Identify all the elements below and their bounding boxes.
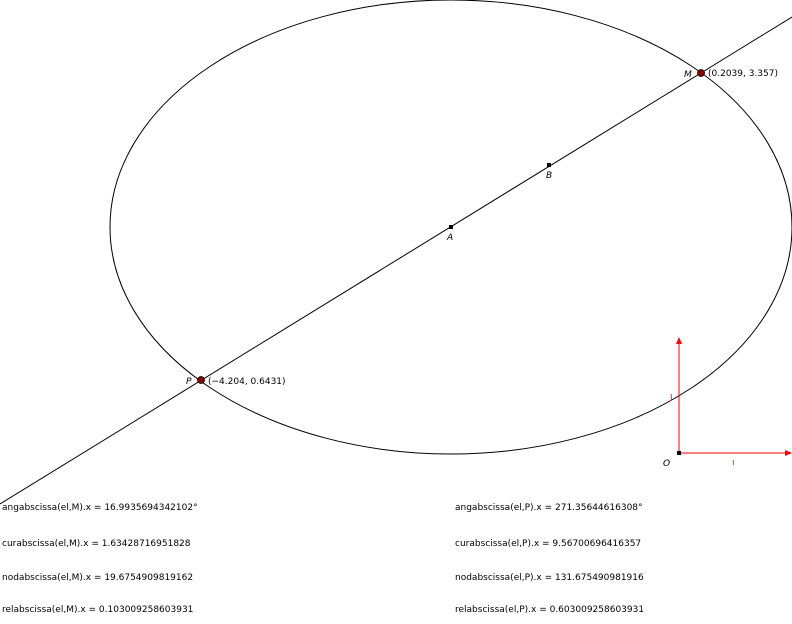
axis-j-arrowhead — [676, 337, 682, 344]
readout-relabscissa-m: relabscissa(el,M).x = 0.103009258603931 — [2, 605, 194, 615]
axis-i-arrowhead — [785, 450, 792, 456]
point-p-coordinates: (−4.204, 0.6431) — [208, 377, 286, 387]
point-p-label: P — [186, 377, 192, 387]
point-b-label: B — [546, 171, 552, 181]
point-m-coordinates: (0.2039, 3.357) — [708, 69, 778, 79]
origin-o-label: O — [663, 459, 670, 469]
point-m-label: M — [684, 70, 692, 80]
readout-curabscissa-m: curabscissa(el,M).x = 1.63428716951828 — [2, 539, 191, 549]
readout-nodabscissa-p: nodabscissa(el,P).x = 131.67549098191​6 — [455, 573, 644, 583]
readout-angabscissa-p: angabscissa(el,P).x = 271.35644616308° — [455, 503, 643, 513]
point-b-marker[interactable] — [547, 163, 551, 167]
readout-relabscissa-p: relabscissa(el,P).x = 0.603009258603931 — [455, 605, 645, 615]
axis-i-label: ı — [732, 458, 735, 468]
origin-o-marker[interactable] — [677, 451, 681, 455]
line-pm[interactable] — [0, 16, 792, 505]
point-p-marker[interactable] — [197, 376, 205, 384]
point-a-label: A — [446, 233, 453, 243]
readout-angabscissa-m: angabscissa(el,M).x = 16.9935694342102° — [2, 503, 198, 513]
readout-curabscissa-p: curabscissa(el,P).x = 9.56700696416357 — [455, 539, 642, 549]
readout-nodabscissa-m: nodabscissa(el,M).x = 19.6754909819162 — [2, 573, 194, 583]
point-m-marker[interactable] — [697, 69, 705, 77]
ellipse-el[interactable] — [109, 0, 792, 455]
point-a-marker[interactable] — [449, 225, 453, 229]
axis-j-label: ȷ — [669, 392, 673, 402]
